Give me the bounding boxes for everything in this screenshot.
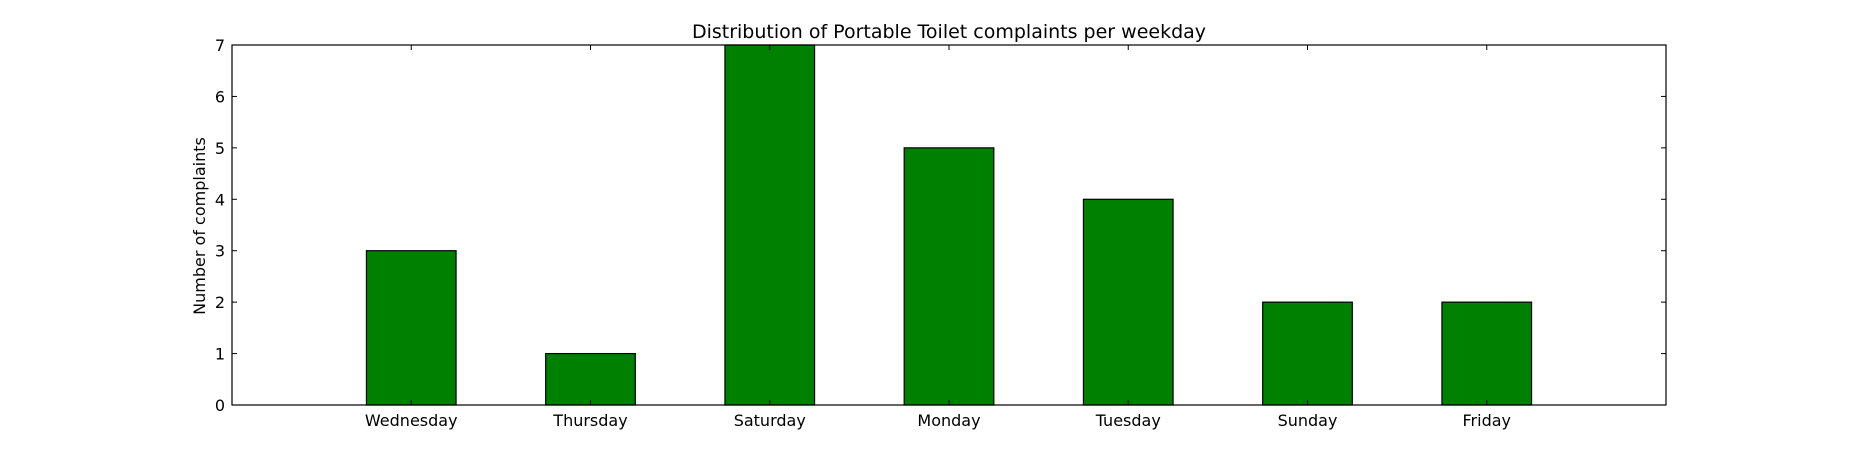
y-tick-label: 1 — [215, 345, 225, 364]
y-tick-label: 6 — [215, 87, 225, 106]
y-tick-label: 5 — [215, 139, 225, 158]
y-tick-label: 7 — [215, 36, 225, 55]
bar-wednesday — [365, 250, 457, 406]
bar-monday — [903, 147, 995, 406]
y-axis-label: Number of complaints — [190, 137, 209, 315]
ticks-layer: Wednesday Thursday Saturday Monday Tuesday Su… — [215, 36, 1666, 430]
y-tick-label: 2 — [215, 293, 225, 312]
bar-sunday — [1262, 301, 1353, 406]
y-tick-label: 3 — [215, 242, 225, 261]
x-tick-label: Friday — [1463, 411, 1512, 430]
x-tick-label: Monday — [917, 411, 980, 430]
x-tick-label: Sunday — [1278, 411, 1338, 430]
y-tick-label: 4 — [215, 190, 225, 209]
bar-tuesday — [1082, 198, 1174, 406]
x-tick-label: Wednesday — [365, 411, 458, 430]
bar-thursday — [545, 352, 636, 406]
x-tick-label: Tuesday — [1095, 411, 1161, 430]
bar-friday — [1441, 301, 1533, 406]
chart-title: Distribution of Portable Toilet complain… — [692, 21, 1206, 43]
x-tick-label: Saturday — [734, 411, 806, 430]
bar-saturday — [724, 44, 816, 406]
x-tick-label: Thursday — [552, 411, 627, 430]
plot-frame — [231, 44, 1667, 406]
y-tick-label: 0 — [215, 396, 225, 415]
bars-layer — [365, 44, 1533, 406]
